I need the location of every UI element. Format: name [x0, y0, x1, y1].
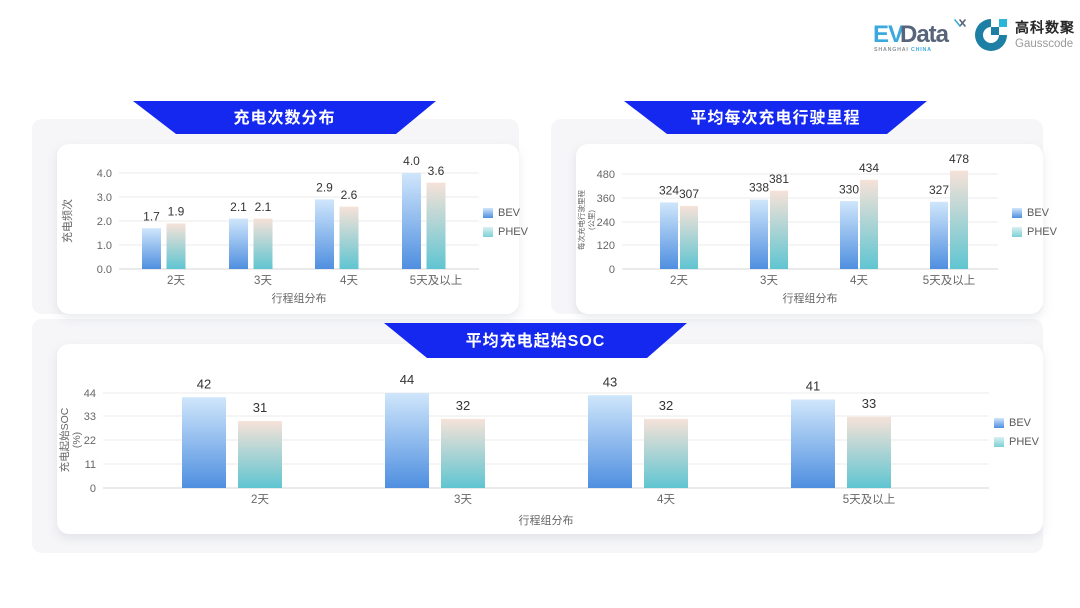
svg-text:33: 33 — [862, 396, 876, 411]
svg-text:0: 0 — [90, 483, 96, 495]
svg-text:32: 32 — [456, 398, 470, 413]
svg-text:2天: 2天 — [167, 275, 185, 287]
svg-text:31: 31 — [253, 400, 267, 415]
svg-text:3.0: 3.0 — [97, 192, 112, 204]
svg-text:(%): (%) — [71, 432, 83, 448]
svg-text:4天: 4天 — [657, 494, 675, 506]
svg-text:充电起始SOC: 充电起始SOC — [58, 407, 71, 472]
svg-text:1.7: 1.7 — [143, 209, 160, 223]
svg-text:充电频次: 充电频次 — [60, 199, 74, 243]
svg-text:2天: 2天 — [670, 275, 688, 287]
svg-text:3天: 3天 — [454, 494, 472, 506]
svg-text:434: 434 — [859, 161, 879, 175]
svg-text:360: 360 — [597, 193, 615, 205]
svg-text:240: 240 — [597, 217, 615, 229]
svg-text:行程组分布: 行程组分布 — [519, 513, 574, 527]
svg-text:SHANGHAI: SHANGHAI — [874, 47, 909, 52]
svg-text:5天及以上: 5天及以上 — [843, 493, 895, 506]
svg-text:2.1: 2.1 — [230, 200, 247, 214]
svg-text:2.1: 2.1 — [255, 200, 272, 214]
svg-text:41: 41 — [806, 379, 820, 394]
svg-text:2.6: 2.6 — [341, 188, 358, 202]
svg-text:2天: 2天 — [251, 494, 269, 506]
svg-text:5天及以上: 5天及以上 — [923, 274, 975, 287]
svg-text:行程组分布: 行程组分布 — [272, 291, 327, 305]
svg-text:0.0: 0.0 — [97, 264, 112, 276]
svg-text:44: 44 — [400, 372, 414, 387]
svg-text:324: 324 — [659, 184, 679, 198]
svg-text:120: 120 — [597, 240, 615, 252]
svg-text:5天及以上: 5天及以上 — [410, 274, 462, 287]
svg-text:327: 327 — [929, 183, 949, 197]
svg-text:高科数聚: 高科数聚 — [1015, 20, 1075, 36]
svg-text:4天: 4天 — [850, 275, 868, 287]
svg-text:CHINA: CHINA — [911, 47, 932, 52]
svg-text:4.0: 4.0 — [97, 168, 112, 180]
svg-text:4.0: 4.0 — [403, 154, 420, 168]
svg-text:0: 0 — [609, 264, 615, 276]
svg-text:330: 330 — [839, 182, 859, 196]
svg-text:Data: Data — [900, 21, 950, 48]
svg-text:3天: 3天 — [254, 275, 272, 287]
svg-text:3天: 3天 — [760, 275, 778, 287]
svg-text:42: 42 — [197, 376, 211, 391]
svg-text:11: 11 — [85, 459, 96, 471]
svg-text:32: 32 — [659, 398, 673, 413]
svg-text:44: 44 — [84, 388, 96, 400]
svg-text:22: 22 — [84, 435, 96, 447]
svg-text:行程组分布: 行程组分布 — [783, 291, 838, 305]
svg-text:4天: 4天 — [340, 275, 358, 287]
svg-text:338: 338 — [749, 181, 769, 195]
svg-text:381: 381 — [769, 172, 789, 186]
svg-text:307: 307 — [679, 187, 699, 201]
svg-text:33: 33 — [84, 411, 96, 423]
svg-text:Gausscode: Gausscode — [1015, 38, 1073, 50]
svg-text:每次充电行驶里程: 每次充电行驶里程 — [576, 190, 586, 250]
svg-text:3.6: 3.6 — [428, 164, 445, 178]
svg-text:1.0: 1.0 — [97, 240, 112, 252]
svg-text:480: 480 — [597, 169, 615, 181]
svg-text:2.9: 2.9 — [316, 181, 333, 195]
svg-text:478: 478 — [949, 152, 969, 166]
svg-text:(公里): (公里) — [587, 210, 596, 230]
svg-text:43: 43 — [603, 374, 617, 389]
svg-text:2.0: 2.0 — [97, 216, 112, 228]
svg-text:1.9: 1.9 — [168, 205, 185, 219]
